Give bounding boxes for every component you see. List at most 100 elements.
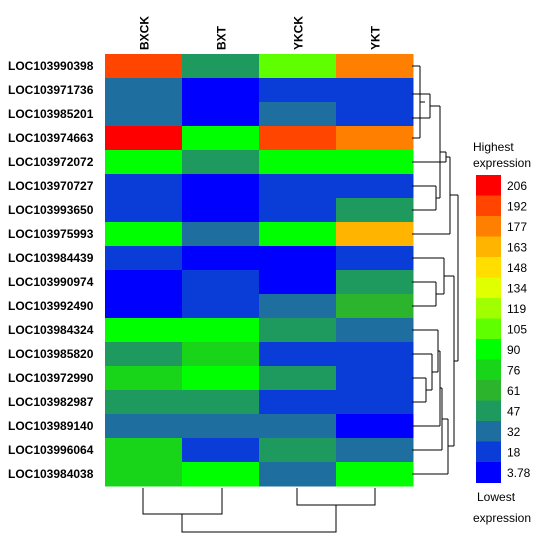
heatmap-cell — [182, 198, 260, 223]
heatmap-cell — [105, 462, 183, 487]
heatmap-cell — [336, 462, 414, 487]
row-dendrogram — [412, 65, 459, 475]
heatmap-cell — [105, 198, 183, 223]
legend-tick-label: 76 — [507, 364, 521, 378]
heatmap-cell — [182, 102, 260, 127]
row-label: LOC103972990 — [8, 371, 94, 385]
legend-title-bottom-line1: Lowest — [477, 490, 516, 504]
heatmap-cell — [259, 366, 337, 391]
row-label: LOC103975993 — [8, 227, 94, 241]
heatmap-cell — [259, 222, 337, 247]
heatmap-cell — [182, 414, 260, 439]
row-label: LOC103970727 — [8, 179, 94, 193]
heatmap-cell — [182, 438, 260, 463]
column-label: BXCK — [138, 16, 152, 50]
heatmap-cell — [259, 198, 337, 223]
heatmap-cell — [259, 174, 337, 199]
heatmap-cell — [182, 390, 260, 415]
legend-swatch — [476, 257, 501, 278]
row-label: LOC103985820 — [8, 347, 94, 361]
heatmap-cell — [336, 174, 414, 199]
color-legend: Highest expression 206 192 177 163 148 134 119… — [473, 140, 531, 525]
legend-tick-label: 3.78 — [507, 466, 531, 480]
legend-tick-label: 206 — [507, 179, 527, 193]
row-label: LOC103984038 — [8, 467, 94, 481]
legend-swatches — [476, 175, 501, 483]
heatmap-cell — [259, 294, 337, 319]
row-label: LOC103974663 — [8, 131, 94, 145]
heatmap-cell — [105, 222, 183, 247]
heatmap-cell — [105, 126, 183, 151]
legend-swatch — [476, 175, 501, 196]
heatmap-cell — [336, 246, 414, 271]
heatmap-cell — [105, 102, 183, 127]
row-label: LOC103992490 — [8, 299, 94, 313]
legend-tick-label: 47 — [507, 405, 521, 419]
legend-tick-label: 148 — [507, 261, 527, 275]
row-label: LOC103982987 — [8, 395, 94, 409]
legend-swatch — [476, 298, 501, 319]
heatmap-cell — [336, 54, 414, 79]
legend-tick-label: 18 — [507, 446, 521, 460]
legend-tick-label: 163 — [507, 241, 527, 255]
heatmap-cell — [182, 150, 260, 175]
legend-swatch — [476, 462, 501, 483]
column-labels: BXCK BXT YKCK YKT — [138, 16, 383, 50]
heatmap-cell — [182, 174, 260, 199]
legend-tick-label: 32 — [507, 425, 521, 439]
legend-swatch — [476, 380, 501, 401]
row-label: LOC103996064 — [8, 443, 94, 457]
legend-tick-label: 134 — [507, 282, 527, 296]
legend-swatch — [476, 400, 501, 422]
row-label: LOC103984324 — [8, 323, 94, 337]
column-label: YKCK — [292, 16, 306, 50]
heatmap-cell — [105, 390, 183, 415]
heatmap-cell — [259, 54, 337, 79]
heatmap-cell — [259, 414, 337, 439]
heatmap-cell — [105, 414, 183, 439]
legend-swatch — [476, 441, 501, 463]
heatmap-cell — [336, 390, 414, 415]
heatmap-cell — [182, 246, 260, 271]
legend-tick-label: 90 — [507, 343, 521, 357]
heatmap-cell — [182, 318, 260, 343]
heatmap-cell — [105, 294, 183, 319]
heatmap-cells — [105, 54, 414, 487]
row-label: LOC103984439 — [8, 251, 94, 265]
heatmap-cell — [105, 246, 183, 271]
legend-tick-label: 177 — [507, 220, 527, 234]
heatmap-cell — [105, 150, 183, 175]
row-label: LOC103990974 — [8, 275, 94, 289]
heatmap-cell — [182, 78, 260, 103]
heatmap-cell — [259, 318, 337, 343]
heatmap-cell — [336, 102, 414, 127]
heatmap-cell — [182, 462, 260, 487]
heatmap-cell — [336, 198, 414, 223]
heatmap-cell — [336, 126, 414, 151]
legend-tick-label: 119 — [507, 302, 526, 316]
legend-title-top-line2: expression — [473, 156, 531, 170]
heatmap-cell — [182, 270, 260, 295]
row-label: LOC103993650 — [8, 203, 94, 217]
heatmap-cell — [182, 342, 260, 367]
heatmap-cell — [336, 150, 414, 175]
legend-ticks: 206 192 177 163 148 134 119 105 90 76 61 47 32 18 3.78 — [507, 179, 531, 480]
heatmap-cell — [105, 342, 183, 367]
legend-swatch — [476, 277, 501, 299]
row-label: LOC103985201 — [8, 107, 94, 121]
heatmap-cell — [182, 54, 260, 79]
heatmap-cell — [259, 78, 337, 103]
legend-swatch — [476, 359, 501, 381]
heatmap-cell — [336, 294, 414, 319]
row-label: LOC103971736 — [8, 83, 94, 97]
heatmap-cell — [336, 318, 414, 343]
heatmap-cell — [336, 366, 414, 391]
row-label: LOC103990398 — [8, 59, 94, 73]
row-label: LOC103989140 — [8, 419, 94, 433]
legend-title-top-line1: Highest — [473, 140, 514, 154]
legend-tick-label: 105 — [507, 323, 527, 337]
heatmap-cell — [105, 318, 183, 343]
legend-swatch — [476, 421, 501, 442]
legend-swatch — [476, 195, 501, 217]
heatmap-cell — [336, 342, 414, 367]
